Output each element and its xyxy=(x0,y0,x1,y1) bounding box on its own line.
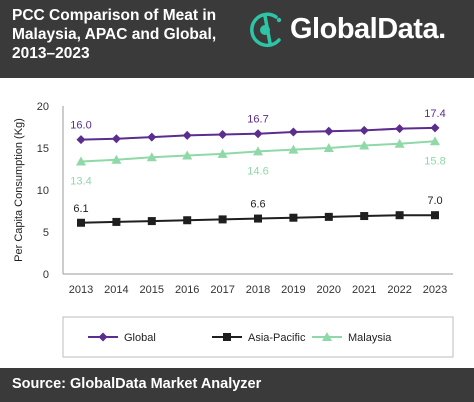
data-point-asia-pacific xyxy=(395,211,404,220)
header: PCC Comparison of Meat in Malaysia, APAC… xyxy=(0,0,474,78)
data-point-malaysia xyxy=(359,140,370,150)
data-point-malaysia xyxy=(323,143,334,152)
data-point-asia-pacific xyxy=(431,211,439,220)
legend-label-asia-pacific: Asia-Pacific xyxy=(248,332,306,344)
data-point-global xyxy=(76,135,86,145)
data-label-global: 16.7 xyxy=(247,114,268,126)
chart-title: PCC Comparison of Meat in Malaysia, APAC… xyxy=(12,6,232,63)
data-label-global: 16.0 xyxy=(70,120,91,132)
data-point-asia-pacific xyxy=(112,217,121,226)
x-tick-label: 2023 xyxy=(423,284,447,296)
logo-text: GlobalData. xyxy=(290,13,446,45)
data-point-asia-pacific xyxy=(218,215,227,224)
data-point-asia-pacific xyxy=(147,217,156,226)
data-point-global xyxy=(182,130,192,140)
x-tick-label: 2022 xyxy=(387,284,411,296)
y-axis-label: Per Capita Consumption (Kg) xyxy=(13,118,25,262)
data-point-global xyxy=(395,124,405,134)
data-point-asia-pacific xyxy=(77,218,85,227)
x-tick-label: 2017 xyxy=(210,284,234,296)
data-point-malaysia xyxy=(146,152,157,162)
data-point-asia-pacific xyxy=(254,214,262,223)
globaldata-logo-icon xyxy=(250,12,282,48)
x-tick-label: 2019 xyxy=(281,284,305,296)
y-tick-label: 20 xyxy=(37,101,49,113)
data-point-malaysia xyxy=(111,154,122,164)
legend-box xyxy=(62,316,454,358)
data-point-malaysia xyxy=(182,150,193,160)
data-point-global xyxy=(218,130,228,140)
x-tick-label: 2020 xyxy=(317,284,341,296)
footer: Source: GlobalData Market Analyzer xyxy=(0,368,474,402)
data-point-asia-pacific xyxy=(324,212,333,221)
data-point-asia-pacific xyxy=(183,216,192,225)
title-line-3: 2013–2023 xyxy=(12,45,90,62)
x-tick-label: 2015 xyxy=(140,284,164,296)
data-point-asia-pacific xyxy=(360,212,369,221)
data-label-asia-pacific: 7.0 xyxy=(427,195,442,207)
data-point-global xyxy=(253,129,263,139)
title-line-1: PCC Comparison of Meat in xyxy=(12,7,217,24)
y-tick-label: 15 xyxy=(37,143,49,155)
data-point-global xyxy=(111,134,121,144)
data-point-malaysia xyxy=(430,136,440,146)
data-label-asia-pacific: 6.6 xyxy=(250,199,265,211)
y-tick-label: 5 xyxy=(43,227,49,239)
data-label-malaysia: 13.4 xyxy=(70,175,91,187)
title-line-2: Malaysia, APAC and Global, xyxy=(12,26,217,43)
data-label-malaysia: 14.6 xyxy=(247,165,268,177)
y-tick-label: 0 xyxy=(43,269,49,281)
data-point-malaysia xyxy=(288,144,299,154)
legend-label-global: Global xyxy=(124,332,156,344)
x-tick-label: 2013 xyxy=(69,284,93,296)
legend-marker-asia-pacific xyxy=(223,333,231,341)
data-point-global xyxy=(359,125,369,135)
y-tick-label: 10 xyxy=(37,185,49,197)
x-tick-label: 2018 xyxy=(246,284,270,296)
line-chart: 0 5 10 15 20 2013 2014 2015 2016 2017 2018 2019 2020… xyxy=(13,101,454,358)
data-point-global xyxy=(430,123,440,133)
data-point-asia-pacific xyxy=(289,213,298,222)
data-point-malaysia xyxy=(217,148,228,158)
data-label-malaysia: 15.8 xyxy=(424,155,445,167)
data-point-global xyxy=(324,126,334,136)
data-point-malaysia xyxy=(394,138,405,148)
x-tick-label: 2021 xyxy=(352,284,376,296)
legend-label-malaysia: Malaysia xyxy=(348,332,392,344)
data-point-malaysia xyxy=(253,146,263,156)
data-label-asia-pacific: 6.1 xyxy=(73,203,88,215)
legend-marker-global xyxy=(98,332,108,342)
globaldata-logo: GlobalData. xyxy=(246,10,468,50)
data-label-global: 17.4 xyxy=(424,108,445,120)
data-point-malaysia xyxy=(76,156,86,166)
data-point-global xyxy=(147,132,157,142)
data-point-global xyxy=(288,127,298,137)
x-tick-label: 2016 xyxy=(175,284,199,296)
source-note: Source: GlobalData Market Analyzer xyxy=(12,376,262,392)
x-tick-label: 2014 xyxy=(104,284,128,296)
legend-marker-malaysia xyxy=(322,332,332,341)
